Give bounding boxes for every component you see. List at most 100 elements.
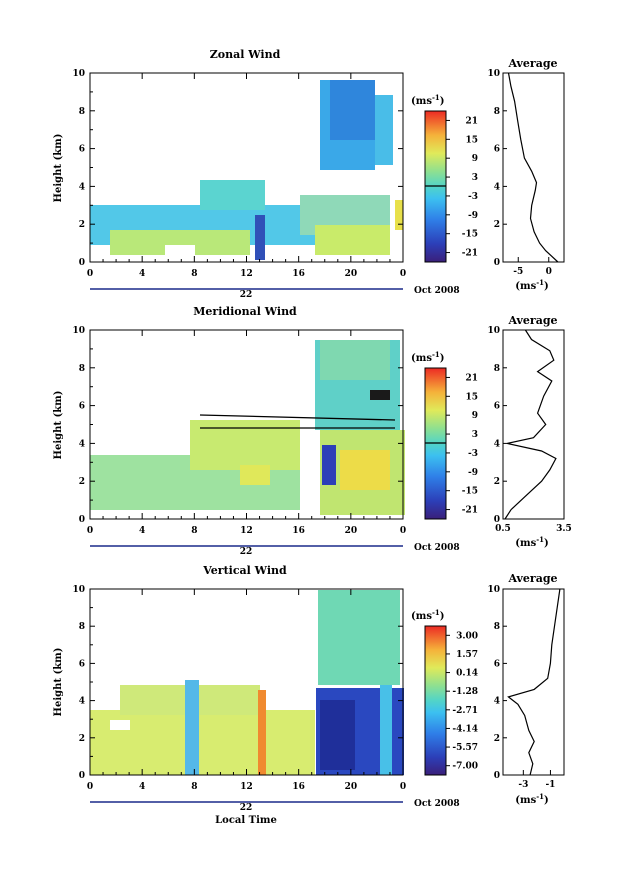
date-label: 22 (240, 290, 253, 300)
x-axis: 0 4 8 12 16 20 0 (87, 73, 406, 279)
y-tick-label: 0 (79, 258, 85, 268)
colorbar-tick-label: 3 (472, 430, 478, 440)
month-label: Oct 2008 (414, 543, 460, 553)
y-tick-label: 8 (79, 364, 85, 374)
colorbar-tick-label: 9 (472, 154, 478, 164)
colorbar-unit: (ms-1) (411, 93, 444, 107)
colorbar-tick-label: 15 (465, 392, 478, 402)
colorbar: (ms-1) 21 15 9 3 -3 -9 -15 -21 (411, 350, 478, 520)
x-tick-label: 0 (400, 269, 406, 279)
average-y-tick-label: 0 (494, 258, 500, 268)
y-tick-label: 4 (79, 439, 85, 449)
y-tick-label: 8 (79, 622, 85, 632)
average-profile-line (507, 72, 559, 263)
chart-title: Zonal Wind (210, 48, 281, 61)
x-tick-label: 0 (87, 269, 93, 279)
colorbar-tick-label: 3 (472, 173, 478, 183)
average-x-tick-label: -5 (513, 267, 523, 277)
colorbar-tick-label: -5.57 (452, 743, 478, 753)
x-tick-label: 8 (191, 782, 197, 792)
average-xlabel: (ms-1) (515, 278, 548, 292)
heatmap-field (90, 80, 403, 260)
x-tick-label: 4 (139, 782, 145, 792)
x-tick-label: 0 (87, 782, 93, 792)
x-tick-label: 16 (292, 526, 305, 536)
y-tick-label: 6 (79, 402, 85, 412)
average-y-tick-label: 6 (494, 659, 500, 669)
x-tick-label: 8 (191, 526, 197, 536)
colorbar: (ms-1) 3.00 1.57 0.14 -1.28 -2.71 -4.14 -5.57 -… (411, 608, 478, 776)
contour-line (199, 414, 396, 421)
date-label: 22 (240, 803, 253, 813)
average-frame (502, 72, 565, 263)
average-x-tick-label: 0.5 (495, 524, 511, 534)
average-x-axis: -5 0 (513, 257, 552, 277)
average-y-tick-label: 2 (494, 477, 500, 487)
average-x-tick-label: 0 (546, 267, 552, 277)
x-tick-label: 0 (400, 782, 406, 792)
x-tick-label: 20 (345, 269, 358, 279)
x-tick-label: 16 (292, 782, 305, 792)
x-tick-label: 12 (240, 526, 253, 536)
colorbar-tick-label: -2.71 (452, 706, 478, 716)
x-tick-label: 20 (345, 526, 358, 536)
average-y-tick-label: 0 (494, 515, 500, 525)
colorbar-unit: (ms-1) (411, 608, 444, 622)
average-y-tick-label: 2 (494, 734, 500, 744)
x-tick-label: 16 (292, 269, 305, 279)
average-y-axis: 0 2 4 6 8 10 (487, 326, 507, 525)
colorbar-tick-label: -7.00 (452, 762, 478, 772)
x-axis: 0 4 8 12 16 20 0 (87, 589, 406, 792)
average-y-tick-label: 10 (487, 585, 500, 595)
colorbar-tick-label: -4.14 (452, 724, 478, 734)
average-y-axis: 0 2 4 6 8 10 (487, 585, 507, 781)
y-axis: 0 2 4 6 8 10 (72, 326, 403, 525)
month-label: Oct 2008 (414, 799, 460, 809)
colorbar-tick-label: 0.14 (456, 669, 478, 679)
average-title: Average (507, 572, 557, 585)
average-title: Average (507, 314, 557, 327)
x-axis: 0 4 8 12 16 20 0 (87, 330, 406, 536)
colorbar-tick-label: 15 (465, 135, 478, 145)
colorbar-tick-label: -9 (468, 468, 478, 478)
average-y-tick-label: 4 (494, 182, 500, 192)
colorbar-tick-label: -3 (468, 449, 478, 459)
x-tick-label: 8 (191, 269, 197, 279)
x-tick-label: 0 (400, 526, 406, 536)
x-tick-label: 12 (240, 269, 253, 279)
average-xlabel: (ms-1) (515, 535, 548, 549)
colorbar: (ms-1) 21 15 9 3 -3 -9 -15 -21 (411, 93, 478, 263)
average-y-tick-label: 8 (494, 622, 500, 632)
average-panel: Average -3 -1 (ms-1) 0 2 4 6 8 10 (487, 572, 565, 806)
colorbar-tick-label: 21 (465, 373, 478, 383)
colorbar-labels: 21 15 9 3 -3 -9 -15 -21 (446, 373, 478, 516)
y-tick-label: 4 (79, 182, 85, 192)
month-label: Oct 2008 (414, 286, 460, 296)
average-y-tick-label: 0 (494, 771, 500, 781)
chart-title: Vertical Wind (202, 564, 287, 577)
colorbar-tick-label: -21 (462, 249, 478, 259)
average-y-tick-label: 2 (494, 220, 500, 230)
colorbar-tick-label: -21 (462, 506, 478, 516)
x-tick-label: 0 (87, 526, 93, 536)
average-frame (502, 329, 565, 520)
average-x-axis: 0.5 3.5 (495, 514, 572, 534)
average-y-tick-label: 8 (494, 107, 500, 117)
average-y-tick-label: 10 (487, 326, 500, 336)
colorbar-labels: 3.00 1.57 0.14 -1.28 -2.71 -4.14 -5.57 -7.00 (446, 631, 478, 772)
average-panel: Average 0.5 3.5 (ms-1) 0 2 4 6 8 10 (487, 314, 571, 549)
average-title: Average (507, 57, 557, 70)
colorbar-tick-label: 21 (465, 116, 478, 126)
y-tick-label: 4 (79, 697, 85, 707)
y-axis-label: Height (km) (53, 391, 64, 460)
date-label: 22 (240, 547, 253, 557)
colorbar-tick-label: 3.00 (456, 631, 478, 641)
y-tick-label: 2 (79, 477, 85, 487)
average-x-tick-label: -1 (545, 780, 555, 790)
average-profile-line (504, 329, 557, 520)
y-tick-label: 2 (79, 220, 85, 230)
average-y-tick-label: 4 (494, 697, 500, 707)
panel-meridional-wind: Meridional Wind 0 2 4 6 8 10 Height (km) 0 4 8 1… (53, 305, 572, 557)
y-axis-label: Height (km) (53, 648, 64, 717)
